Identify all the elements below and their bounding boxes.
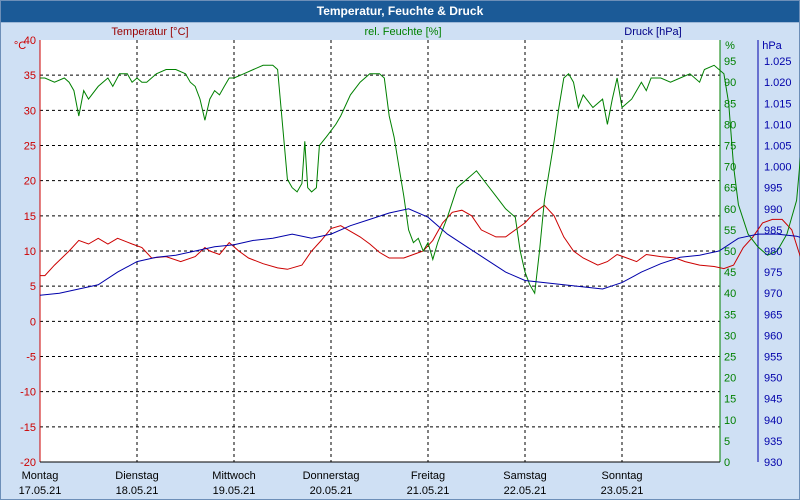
pressure-series-line bbox=[39, 208, 800, 296]
temperature-tick-label: -20 bbox=[20, 457, 36, 469]
day-label: Samstag bbox=[503, 470, 546, 482]
pressure-tick-label: 985 bbox=[764, 225, 782, 237]
date-label: 22.05.21 bbox=[504, 485, 547, 497]
humidity-tick-label: 70 bbox=[724, 162, 736, 174]
humidity-tick-label: 75 bbox=[724, 141, 736, 153]
pressure-tick-label: 930 bbox=[764, 457, 782, 469]
humidity-tick-label: 35 bbox=[724, 309, 736, 321]
pressure-unit-label: hPa bbox=[762, 40, 782, 52]
temperature-unit-label: °C bbox=[14, 40, 26, 52]
day-label: Donnerstag bbox=[303, 470, 360, 482]
humidity-tick-label: 95 bbox=[724, 56, 736, 68]
humidity-tick-label: 55 bbox=[724, 225, 736, 237]
temperature-tick-label: -5 bbox=[26, 352, 36, 364]
humidity-tick-label: 65 bbox=[724, 183, 736, 195]
pressure-tick-label: 945 bbox=[764, 394, 782, 406]
pressure-tick-label: 1.005 bbox=[764, 141, 792, 153]
humidity-legend: rel. Feuchte [%] bbox=[364, 26, 441, 38]
humidity-tick-label: 40 bbox=[724, 288, 736, 300]
temperature-tick-label: 30 bbox=[24, 105, 36, 117]
axis-tick-labels: 4035302520151050-5-10-15-209590858075706… bbox=[20, 35, 791, 469]
date-label: 23.05.21 bbox=[601, 485, 644, 497]
temperature-tick-label: -15 bbox=[20, 422, 36, 434]
humidity-tick-label: 85 bbox=[724, 98, 736, 110]
humidity-tick-label: 50 bbox=[724, 246, 736, 258]
date-label: 19.05.21 bbox=[213, 485, 256, 497]
humidity-tick-label: 15 bbox=[724, 394, 736, 406]
pressure-tick-label: 1.000 bbox=[764, 162, 792, 174]
humidity-tick-label: 90 bbox=[724, 77, 736, 89]
date-label: 17.05.21 bbox=[19, 485, 62, 497]
pressure-tick-label: 995 bbox=[764, 183, 782, 195]
pressure-tick-label: 935 bbox=[764, 436, 782, 448]
temperature-tick-label: 40 bbox=[24, 35, 36, 47]
humidity-tick-label: 30 bbox=[724, 330, 736, 342]
date-label: 18.05.21 bbox=[116, 485, 159, 497]
pressure-tick-label: 1.010 bbox=[764, 119, 792, 131]
temperature-tick-label: 15 bbox=[24, 211, 36, 223]
title-bar: Temperatur, Feuchte & Druck bbox=[1, 1, 799, 23]
date-label: 20.05.21 bbox=[310, 485, 353, 497]
pressure-tick-label: 990 bbox=[764, 204, 782, 216]
temperature-tick-label: 35 bbox=[24, 70, 36, 82]
pressure-tick-label: 980 bbox=[764, 246, 782, 258]
day-label: Mittwoch bbox=[212, 470, 255, 482]
temperature-tick-label: 25 bbox=[24, 141, 36, 153]
humidity-tick-label: 80 bbox=[724, 119, 736, 131]
humidity-tick-label: 25 bbox=[724, 352, 736, 364]
temperature-legend: Temperatur [°C] bbox=[111, 26, 188, 38]
humidity-tick-label: 45 bbox=[724, 267, 736, 279]
humidity-tick-label: 10 bbox=[724, 415, 736, 427]
temperature-tick-label: 5 bbox=[30, 281, 36, 293]
humidity-unit-label: % bbox=[725, 40, 735, 52]
chart-title: Temperatur, Feuchte & Druck bbox=[316, 4, 484, 18]
pressure-tick-label: 970 bbox=[764, 288, 782, 300]
series-lines bbox=[39, 64, 800, 296]
day-labels: Montag 17.05.21 Dienstag 18.05.21 Mittwoch 19… bbox=[19, 470, 644, 497]
humidity-series-line bbox=[40, 64, 800, 295]
temperature-tick-label: 10 bbox=[24, 246, 36, 258]
pressure-legend: Druck [hPa] bbox=[624, 26, 681, 38]
temperature-series-line bbox=[40, 204, 800, 277]
date-label: 21.05.21 bbox=[407, 485, 450, 497]
temperature-tick-label: -10 bbox=[20, 387, 36, 399]
day-label: Freitag bbox=[411, 470, 445, 482]
pressure-tick-label: 955 bbox=[764, 352, 782, 364]
grid-lines bbox=[39, 40, 759, 463]
temperature-tick-label: 20 bbox=[24, 176, 36, 188]
pressure-tick-label: 950 bbox=[764, 373, 782, 385]
pressure-tick-label: 1.015 bbox=[764, 98, 792, 110]
day-label: Sonntag bbox=[602, 470, 643, 482]
day-label: Montag bbox=[22, 470, 59, 482]
humidity-tick-label: 5 bbox=[724, 436, 730, 448]
humidity-tick-label: 0 bbox=[724, 457, 730, 469]
humidity-tick-label: 20 bbox=[724, 373, 736, 385]
day-label: Dienstag bbox=[115, 470, 158, 482]
pressure-tick-label: 960 bbox=[764, 330, 782, 342]
pressure-tick-label: 965 bbox=[764, 309, 782, 321]
pressure-tick-label: 975 bbox=[764, 267, 782, 279]
temperature-tick-label: 0 bbox=[30, 316, 36, 328]
pressure-tick-label: 1.025 bbox=[764, 56, 792, 68]
humidity-tick-label: 60 bbox=[724, 204, 736, 216]
pressure-tick-label: 1.020 bbox=[764, 77, 792, 89]
pressure-tick-label: 940 bbox=[764, 415, 782, 427]
